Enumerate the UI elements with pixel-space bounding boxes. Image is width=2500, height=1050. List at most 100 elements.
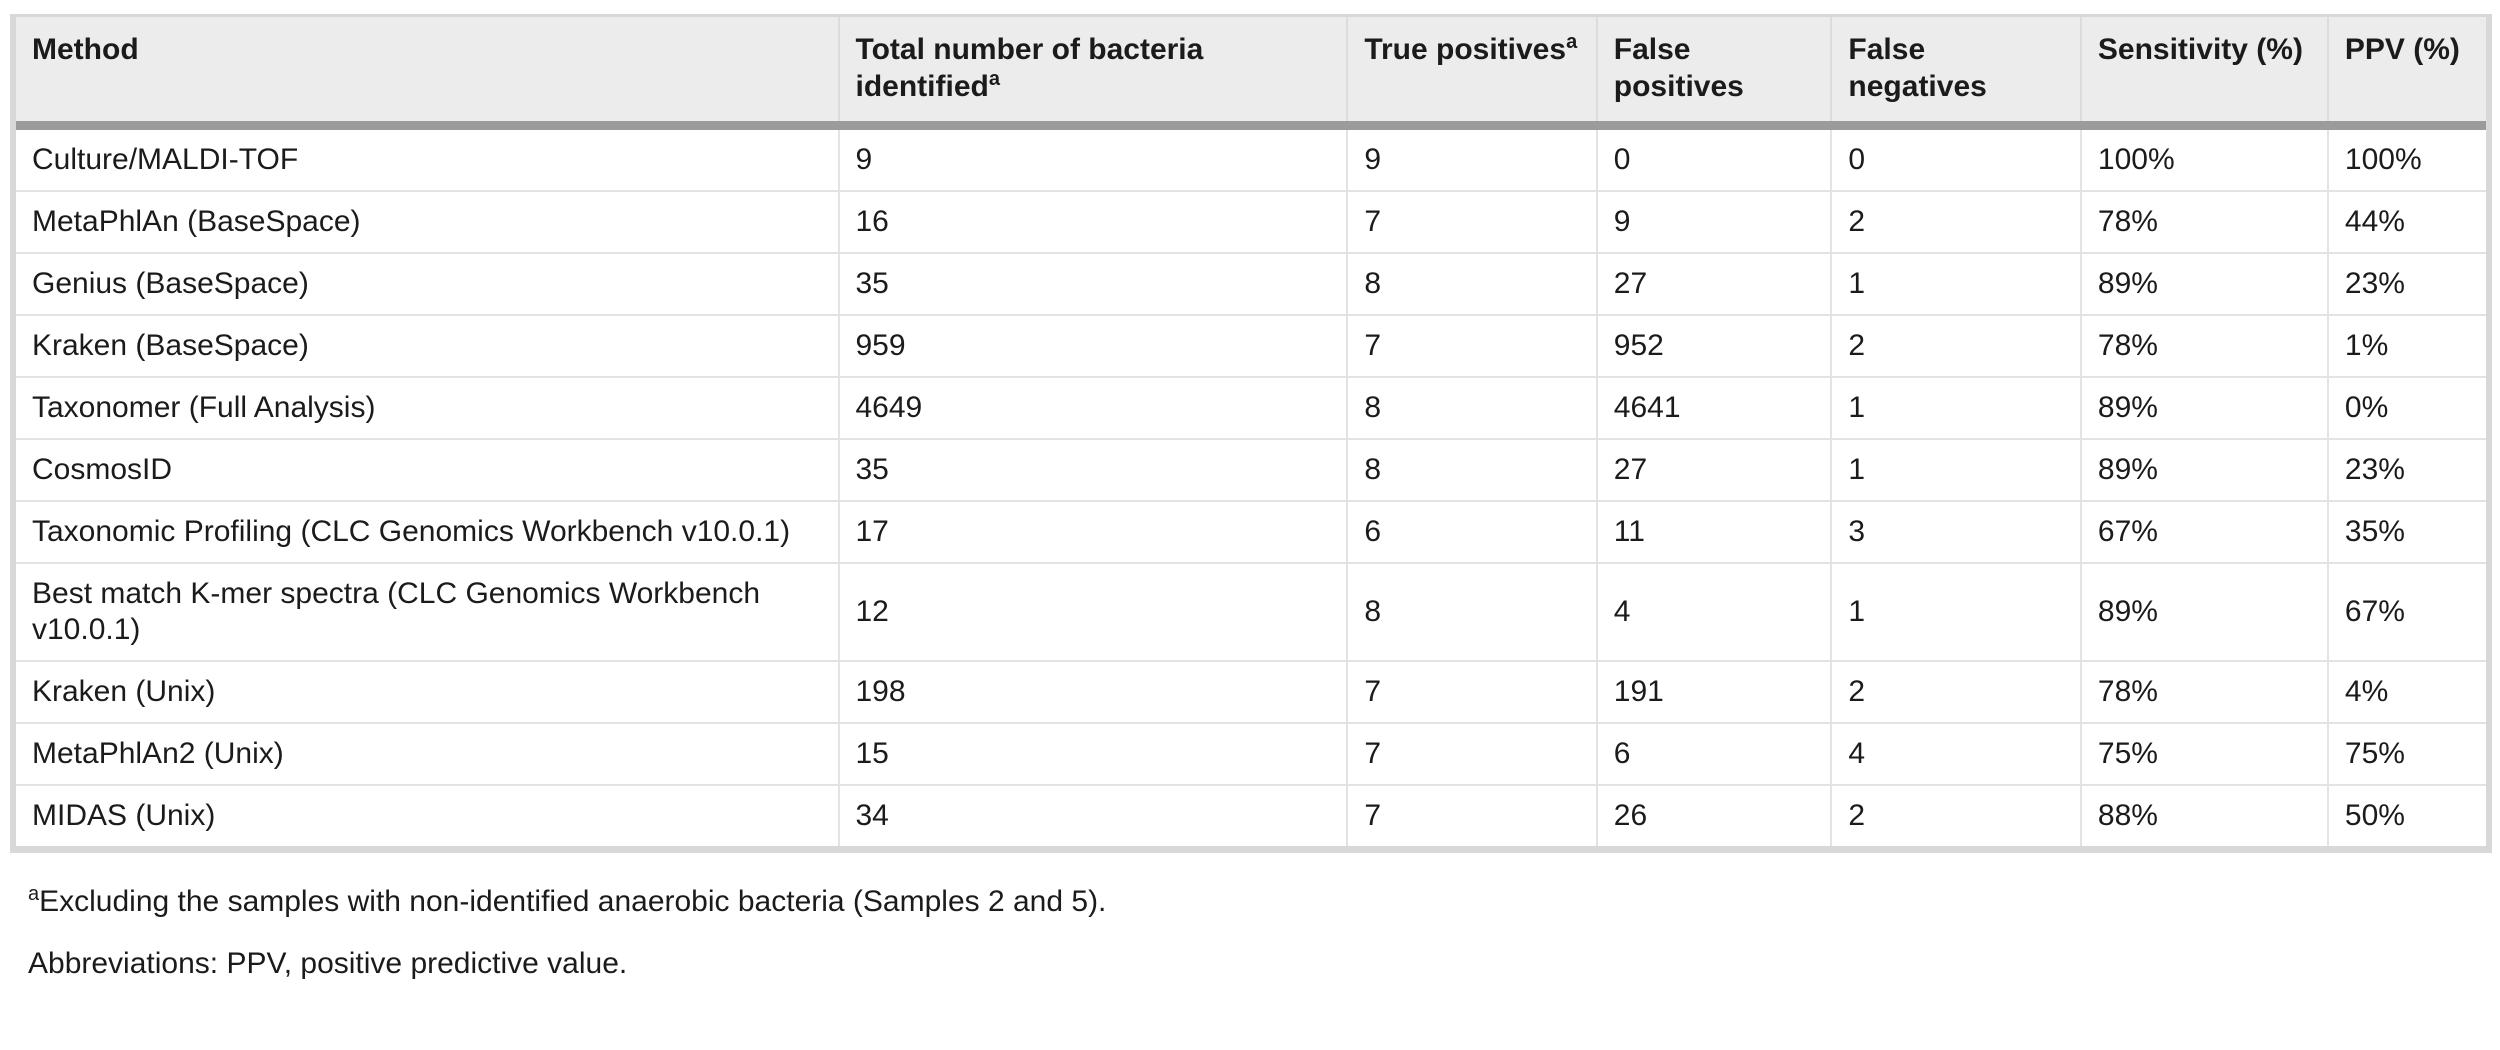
- ppv-cell: 50%: [2326, 784, 2486, 846]
- sensitivity-cell: 78%: [2079, 314, 2328, 377]
- true-positives-cell: 8: [1346, 438, 1597, 501]
- ppv-cell: 67%: [2326, 562, 2486, 661]
- table-row: Genius (BaseSpace) 35 8 27 1 89% 23%: [16, 252, 2486, 315]
- true-positives-cell: 7: [1346, 314, 1597, 377]
- false-positives-cell: 4: [1595, 562, 1832, 661]
- footnote-abbreviations: Abbreviations: PPV, positive predictive …: [28, 947, 628, 980]
- footnote-a-text: Excluding the samples with non-identifie…: [39, 885, 1107, 918]
- col-header-ppv-label: PPV (%): [2344, 33, 2460, 66]
- true-positives-cell: 8: [1346, 376, 1597, 439]
- method-cell: Genius (BaseSpace): [16, 252, 839, 315]
- header-row: Method Total number of bacteria identifi…: [16, 17, 2486, 130]
- col-header-sensitivity-label: Sensitivity (%): [2097, 33, 2303, 66]
- total-identified-cell: 959: [837, 314, 1348, 377]
- col-header-false-positives: False positives: [1595, 17, 1832, 130]
- col-header-total-identified: Total number of bacteria identifieda: [837, 17, 1348, 130]
- total-identified-cell: 198: [837, 660, 1348, 723]
- table-row: Culture/MALDI-TOF 9 9 0 0 100% 100%: [16, 125, 2486, 191]
- table-row: Kraken (BaseSpace) 959 7 952 2 78% 1%: [16, 314, 2486, 377]
- table-row: Taxonomic Profiling (CLC Genomics Workbe…: [16, 500, 2486, 563]
- footnote-a: aExcluding the samples with non-identifi…: [28, 883, 2500, 920]
- table-row: Best match K-mer spectra (CLC Genomics W…: [16, 562, 2486, 661]
- false-positives-cell: 9: [1595, 190, 1832, 253]
- false-positives-cell: 191: [1595, 660, 1832, 723]
- sensitivity-cell: 88%: [2079, 784, 2328, 846]
- method-cell: Best match K-mer spectra (CLC Genomics W…: [16, 562, 839, 661]
- sensitivity-cell: 75%: [2079, 722, 2328, 785]
- method-cell: CosmosID: [16, 438, 839, 501]
- false-positives-cell: 26: [1595, 784, 1832, 846]
- col-header-false-negatives: False negatives: [1830, 17, 2081, 130]
- sensitivity-cell: 100%: [2079, 125, 2328, 191]
- false-negatives-cell: 2: [1830, 190, 2081, 253]
- results-table-container: Method Total number of bacteria identifi…: [10, 14, 2492, 853]
- false-positives-cell: 0: [1595, 125, 1832, 191]
- col-header-total-identified-label: Total number of bacteria identified: [855, 33, 1204, 103]
- false-positives-cell: 27: [1595, 252, 1832, 315]
- sensitivity-cell: 89%: [2079, 252, 2328, 315]
- false-negatives-cell: 1: [1830, 376, 2081, 439]
- true-positives-cell: 7: [1346, 784, 1597, 846]
- sensitivity-cell: 78%: [2079, 190, 2328, 253]
- false-negatives-cell: 1: [1830, 438, 2081, 501]
- col-header-true-positives: True positivesa: [1346, 17, 1597, 130]
- table-row: MIDAS (Unix) 34 7 26 2 88% 50%: [16, 784, 2486, 846]
- table-row: MetaPhlAn2 (Unix) 15 7 6 4 75% 75%: [16, 722, 2486, 785]
- table-row: Taxonomer (Full Analysis) 4649 8 4641 1 …: [16, 376, 2486, 439]
- false-negatives-cell: 4: [1830, 722, 2081, 785]
- ppv-cell: 35%: [2326, 500, 2486, 563]
- false-negatives-cell: 0: [1830, 125, 2081, 191]
- true-positives-cell: 6: [1346, 500, 1597, 563]
- method-cell: Taxonomic Profiling (CLC Genomics Workbe…: [16, 500, 839, 563]
- table-row: Kraken (Unix) 198 7 191 2 78% 4%: [16, 660, 2486, 723]
- false-positives-cell: 4641: [1595, 376, 1832, 439]
- false-negatives-cell: 2: [1830, 660, 2081, 723]
- ppv-cell: 23%: [2326, 438, 2486, 501]
- true-positives-cell: 7: [1346, 190, 1597, 253]
- total-identified-cell: 17: [837, 500, 1348, 563]
- ppv-cell: 23%: [2326, 252, 2486, 315]
- true-positives-cell: 7: [1346, 722, 1597, 785]
- false-negatives-cell: 1: [1830, 562, 2081, 661]
- sensitivity-cell: 78%: [2079, 660, 2328, 723]
- false-positives-cell: 6: [1595, 722, 1832, 785]
- method-cell: Kraken (BaseSpace): [16, 314, 839, 377]
- sensitivity-cell: 89%: [2079, 562, 2328, 661]
- footnote-a-marker: a: [988, 68, 1000, 90]
- footnote-a-marker: a: [1566, 31, 1578, 53]
- ppv-cell: 4%: [2326, 660, 2486, 723]
- sensitivity-cell: 89%: [2079, 438, 2328, 501]
- false-positives-cell: 11: [1595, 500, 1832, 563]
- total-identified-cell: 12: [837, 562, 1348, 661]
- total-identified-cell: 35: [837, 252, 1348, 315]
- footnote-a-marker: a: [28, 883, 40, 905]
- total-identified-cell: 9: [837, 125, 1348, 191]
- sensitivity-cell: 67%: [2079, 500, 2328, 563]
- method-cell: Taxonomer (Full Analysis): [16, 376, 839, 439]
- sensitivity-cell: 89%: [2079, 376, 2328, 439]
- total-identified-cell: 35: [837, 438, 1348, 501]
- false-negatives-cell: 1: [1830, 252, 2081, 315]
- ppv-cell: 1%: [2326, 314, 2486, 377]
- col-header-true-positives-label: True positives: [1364, 33, 1567, 66]
- true-positives-cell: 8: [1346, 562, 1597, 661]
- false-positives-cell: 27: [1595, 438, 1832, 501]
- ppv-cell: 44%: [2326, 190, 2486, 253]
- true-positives-cell: 9: [1346, 125, 1597, 191]
- method-cell: MetaPhlAn (BaseSpace): [16, 190, 839, 253]
- false-negatives-cell: 2: [1830, 314, 2081, 377]
- method-cell: MetaPhlAn2 (Unix): [16, 722, 839, 785]
- method-cell: Culture/MALDI-TOF: [16, 125, 839, 191]
- table-row: MetaPhlAn (BaseSpace) 16 7 9 2 78% 44%: [16, 190, 2486, 253]
- ppv-cell: 100%: [2326, 125, 2486, 191]
- false-negatives-cell: 2: [1830, 784, 2081, 846]
- method-cell: MIDAS (Unix): [16, 784, 839, 846]
- col-header-sensitivity: Sensitivity (%): [2079, 17, 2328, 130]
- table-row: CosmosID 35 8 27 1 89% 23%: [16, 438, 2486, 501]
- true-positives-cell: 8: [1346, 252, 1597, 315]
- col-header-false-positives-label: False positives: [1613, 33, 1744, 103]
- col-header-false-negatives-label: False negatives: [1848, 33, 1987, 103]
- col-header-method: Method: [16, 17, 839, 130]
- method-cell: Kraken (Unix): [16, 660, 839, 723]
